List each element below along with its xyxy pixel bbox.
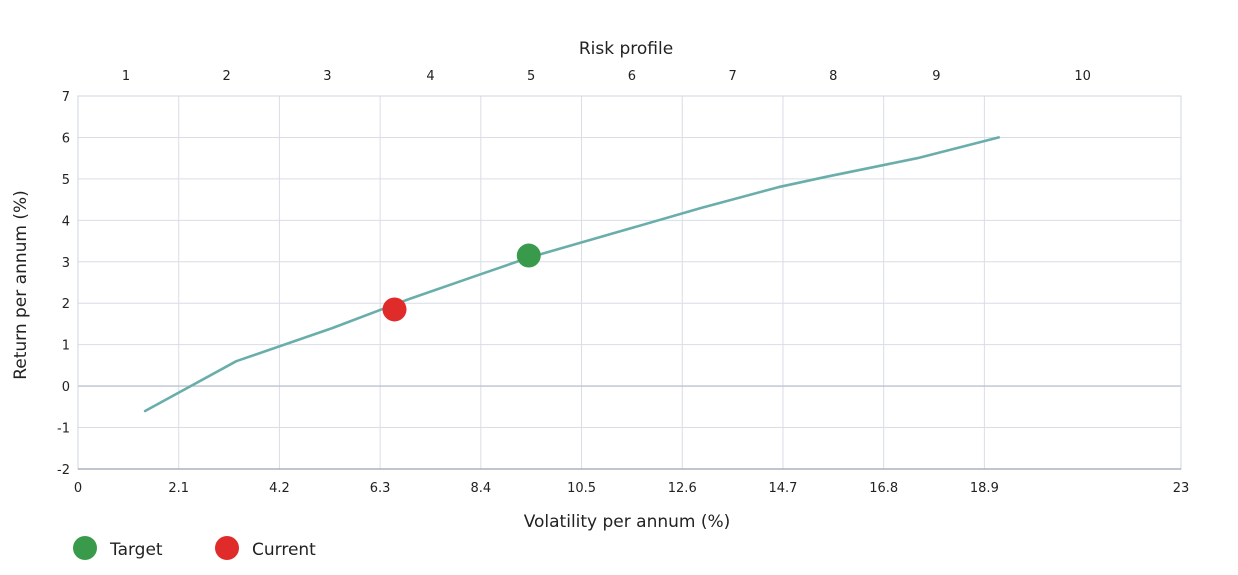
legend-item-current[interactable]: Current [215, 536, 316, 560]
x-tick-label: 18.9 [970, 481, 999, 496]
grid [78, 96, 1181, 469]
y-tick-label: 0 [62, 380, 70, 395]
y-tick-label: 6 [62, 131, 70, 146]
y-tick-label: 4 [62, 214, 70, 229]
y-tick-label: 3 [62, 256, 70, 271]
legend-label-target: Target [109, 540, 163, 560]
y-axis-ticks: -2 -1 0 1 2 3 4 5 6 7 [57, 90, 70, 478]
top-tick-label: 2 [223, 69, 231, 84]
legend-swatch-current [215, 536, 239, 560]
marker-current[interactable] [382, 297, 407, 322]
legend: Target Current [73, 536, 316, 560]
x-tick-label: 14.7 [768, 481, 797, 496]
markers [382, 243, 541, 322]
x-axis-title: Volatility per annum (%) [524, 512, 731, 532]
x-tick-label: 6.3 [370, 481, 391, 496]
top-tick-label: 3 [323, 69, 331, 84]
top-axis-ticks: 1 2 3 4 5 6 7 8 9 10 [122, 69, 1091, 84]
top-tick-label: 10 [1074, 69, 1091, 84]
top-tick-label: 9 [932, 69, 940, 84]
x-tick-label: 23 [1173, 481, 1190, 496]
top-tick-label: 8 [829, 69, 837, 84]
top-tick-label: 7 [728, 69, 736, 84]
x-tick-label: 12.6 [668, 481, 697, 496]
y-tick-label: 1 [62, 339, 70, 354]
frontier-line [143, 136, 1001, 413]
x-tick-label: 10.5 [567, 481, 596, 496]
y-tick-label: 5 [62, 173, 70, 188]
series [143, 136, 1001, 413]
legend-swatch-target [73, 536, 97, 560]
top-tick-label: 5 [527, 69, 535, 84]
x-tick-label: 2.1 [168, 481, 189, 496]
x-axis-ticks: 0 2.1 4.2 6.3 8.4 10.5 12.6 14.7 16.8 18.9 23 [74, 481, 1189, 496]
y-tick-label: -2 [57, 463, 70, 478]
axes [77, 95, 1182, 470]
y-tick-label: -1 [57, 422, 70, 437]
top-axis-title: Risk profile [579, 39, 673, 59]
x-tick-label: 8.4 [470, 481, 491, 496]
top-tick-label: 4 [426, 69, 434, 84]
legend-label-current: Current [252, 540, 316, 560]
legend-item-target[interactable]: Target [73, 536, 163, 560]
x-tick-label: 16.8 [869, 481, 898, 496]
x-tick-label: 0 [74, 481, 82, 496]
y-axis-title: Return per annum (%) [11, 190, 31, 380]
top-tick-label: 6 [628, 69, 636, 84]
y-tick-label: 7 [62, 90, 70, 105]
x-tick-label: 4.2 [269, 481, 290, 496]
marker-target[interactable] [516, 243, 541, 268]
plot-frame [77, 95, 1182, 470]
y-tick-label: 2 [62, 297, 70, 312]
top-tick-label: 1 [122, 69, 130, 84]
